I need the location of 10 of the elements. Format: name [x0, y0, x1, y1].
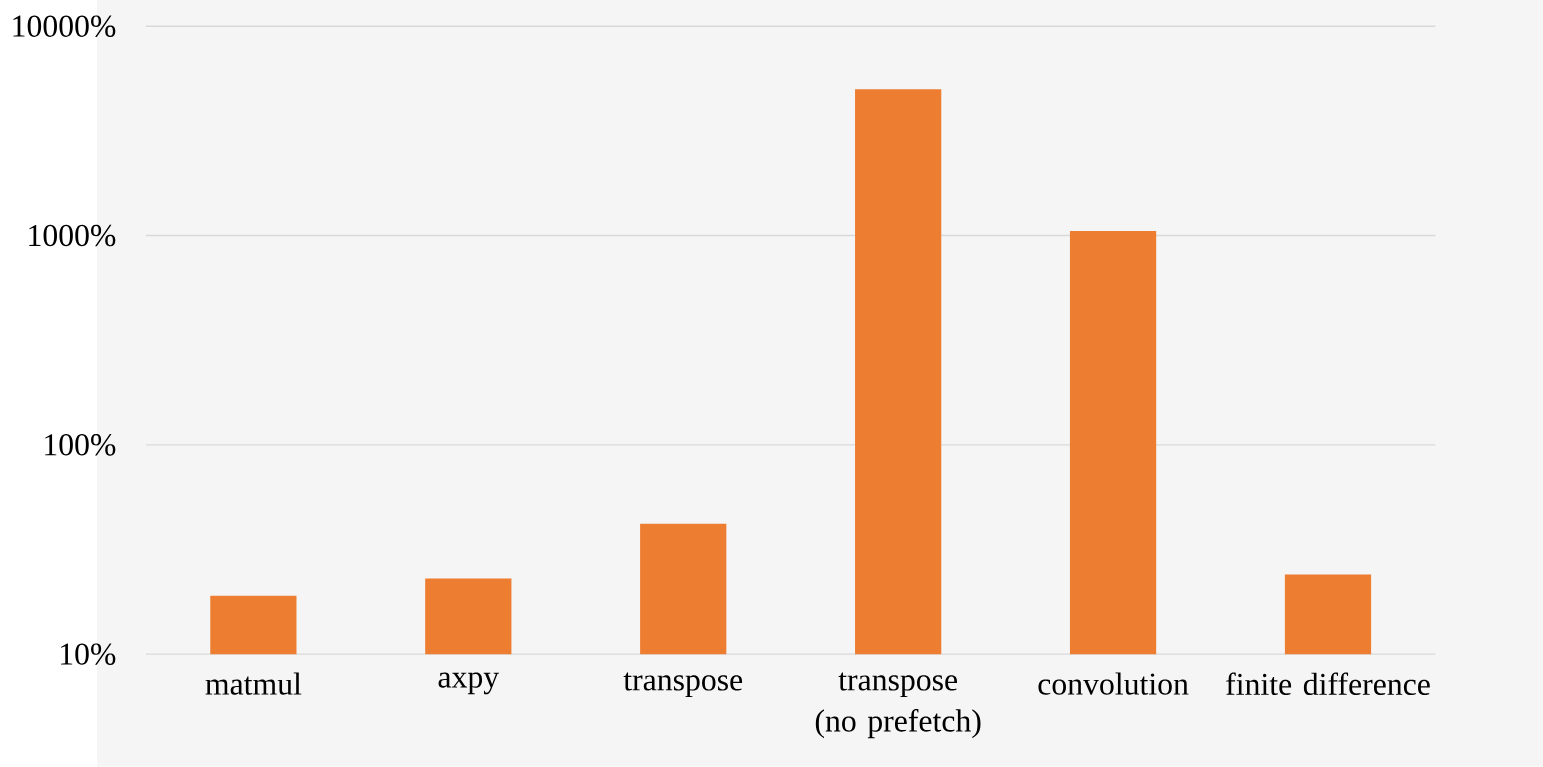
x-tick-label: axpy [438, 672, 500, 695]
y-tick-label: 1000% [29, 224, 116, 247]
x-tick-label: transpose [623, 672, 743, 698]
x-tick-label: matmul [205, 672, 302, 695]
y-tick-label: 10% [61, 643, 116, 666]
y-tick-label: 10000% [13, 15, 116, 38]
x-tick-label: finite difference [1226, 672, 1430, 696]
x-tick-label: transpose (no prefetch) [815, 672, 981, 739]
y-tick-label: 100% [45, 434, 116, 456]
x-tick-label: convolution [1038, 672, 1189, 695]
